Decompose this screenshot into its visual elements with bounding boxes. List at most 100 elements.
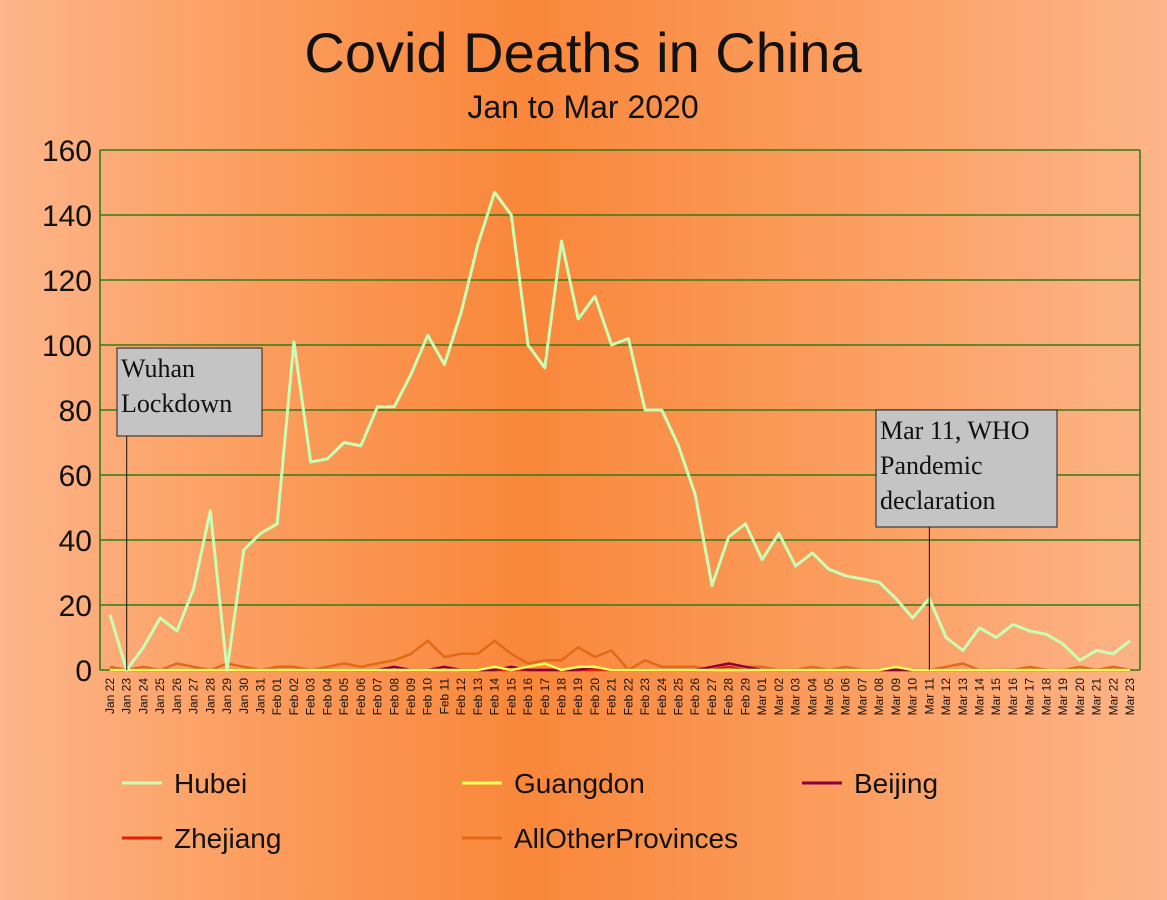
x-tick-label: Mar 08: [872, 678, 886, 716]
x-tick-label: Feb 02: [287, 678, 301, 716]
x-tick-label: Jan 22: [103, 678, 117, 714]
x-tick-label: Feb 04: [320, 678, 334, 716]
legend-item-hubei: Hubei: [122, 768, 247, 799]
y-axis-ticks: 0 20 40 60 80 100 120 140 160: [42, 135, 92, 688]
x-tick-label: Mar 06: [839, 678, 853, 716]
x-tick-label: Feb 03: [304, 678, 318, 716]
x-tick-label: Feb 05: [337, 678, 351, 716]
x-tick-label: Mar 13: [956, 678, 970, 716]
x-tick-label: Jan 30: [237, 678, 251, 714]
x-tick-label: Jan 24: [136, 678, 150, 714]
x-tick-label: Feb 29: [738, 678, 752, 716]
series-line-allotherprovinces: [109, 639, 1131, 672]
x-tick-label: Jan 31: [253, 678, 267, 714]
x-tick-label: Feb 26: [688, 678, 702, 716]
x-tick-label: Mar 21: [1090, 678, 1104, 716]
x-tick-label: Jan 29: [220, 678, 234, 714]
x-tick-label: Mar 17: [1023, 678, 1037, 716]
x-tick-label: Feb 14: [488, 678, 502, 716]
series-line-hubei: [108, 190, 1131, 672]
x-tick-label: Feb 23: [638, 678, 652, 716]
y-tick-label: 80: [59, 395, 92, 428]
annotation-text: Wuhan: [121, 354, 195, 383]
x-tick-label: Feb 13: [471, 678, 485, 716]
x-tick-label: Feb 22: [621, 678, 635, 716]
x-tick-label: Mar 02: [772, 678, 786, 716]
x-tick-label: Feb 24: [655, 678, 669, 716]
legend-label: Beijing: [854, 768, 938, 799]
x-tick-label: Mar 09: [889, 678, 903, 716]
x-tick-label: Feb 15: [504, 678, 518, 716]
x-tick-label: Feb 01: [270, 678, 284, 716]
y-tick-label: 140: [42, 200, 92, 233]
chart-title: Covid Deaths in China: [304, 21, 862, 84]
x-tick-label: Feb 12: [454, 678, 468, 716]
x-tick-label: Feb 21: [605, 678, 619, 716]
x-tick-label: Feb 09: [404, 678, 418, 716]
x-tick-label: Mar 16: [1006, 678, 1020, 716]
x-tick-label: Feb 27: [705, 678, 719, 716]
x-tick-label: Mar 05: [822, 678, 836, 716]
x-tick-label: Mar 15: [989, 678, 1003, 716]
y-tick-label: 100: [42, 330, 92, 363]
x-tick-label: Mar 07: [855, 678, 869, 716]
legend-item-beijing: Beijing: [802, 768, 938, 799]
y-tick-label: 60: [59, 460, 92, 493]
x-axis-ticks: Jan 22 Jan 23 Jan 24 Jan 25 Jan 26 Jan 27 Jan …: [103, 678, 1137, 716]
x-tick-label: Mar 18: [1039, 678, 1053, 716]
x-tick-label: Mar 03: [789, 678, 803, 716]
legend-label: Zhejiang: [174, 823, 281, 854]
annotation-box: [875, 409, 1058, 528]
x-tick-label: Mar 20: [1073, 678, 1087, 716]
y-tick-label: 40: [59, 525, 92, 558]
annotation-text: Pandemic: [880, 451, 983, 480]
x-tick-label: Feb 28: [722, 678, 736, 716]
legend-label: Hubei: [174, 768, 247, 799]
x-tick-label: Mar 14: [973, 678, 987, 716]
annotation-2: Mar 11, WHO Pandemic declaration: [875, 409, 1058, 670]
x-tick-label: Mar 12: [939, 678, 953, 716]
x-tick-label: Jan 26: [170, 678, 184, 714]
y-tick-label: 120: [42, 265, 92, 298]
x-tick-label: Feb 20: [588, 678, 602, 716]
x-tick-label: Mar 22: [1106, 678, 1120, 716]
chart-subtitle: Jan to Mar 2020: [467, 89, 698, 125]
x-tick-label: Jan 28: [203, 678, 217, 714]
x-tick-label: Feb 25: [672, 678, 686, 716]
annotation-text: declaration: [880, 486, 996, 515]
x-tick-label: Mar 10: [906, 678, 920, 716]
annotations: Wuhan Lockdown Mar 11, WHO Pandemic declarat…: [116, 347, 1058, 670]
y-tick-label: 0: [75, 655, 92, 688]
annotation-box: [116, 347, 263, 437]
x-tick-label: Feb 18: [554, 678, 568, 716]
grid-lines: [99, 149, 1141, 671]
series-line-guangdon: [110, 662, 1130, 672]
x-tick-label: Mar 01: [755, 678, 769, 716]
annotation-text: Mar 11, WHO: [880, 416, 1029, 445]
y-tick-label: 160: [42, 135, 92, 168]
x-tick-label: Feb 11: [437, 678, 451, 715]
legend-item-guangdon: Guangdon: [462, 768, 645, 799]
x-tick-label: Feb 10: [421, 678, 435, 716]
x-tick-label: Jan 25: [153, 678, 167, 714]
x-tick-label: Feb 19: [571, 678, 585, 716]
x-tick-label: Feb 07: [371, 678, 385, 716]
legend-label: AllOtherProvinces: [514, 823, 738, 854]
legend-item-allotherprovinces: AllOtherProvinces: [462, 823, 738, 854]
x-tick-label: Jan 23: [120, 678, 134, 714]
legend: Hubei Guangdon Beijing Zhejiang AllOtherProv…: [122, 768, 938, 854]
x-tick-label: Mar 19: [1056, 678, 1070, 716]
x-tick-label: Feb 08: [387, 678, 401, 716]
x-tick-label: Feb 16: [521, 678, 535, 716]
legend-item-zhejiang: Zhejiang: [122, 823, 281, 854]
x-tick-label: Mar 23: [1123, 678, 1137, 716]
y-tick-label: 20: [59, 590, 92, 623]
legend-label: Guangdon: [514, 768, 645, 799]
x-tick-label: Mar 11: [922, 678, 936, 715]
x-tick-label: Jan 27: [187, 678, 201, 714]
x-tick-label: Feb 17: [538, 678, 552, 716]
annotation-text: Lockdown: [121, 389, 232, 418]
series-lines: [108, 190, 1131, 672]
x-tick-label: Mar 04: [805, 678, 819, 716]
